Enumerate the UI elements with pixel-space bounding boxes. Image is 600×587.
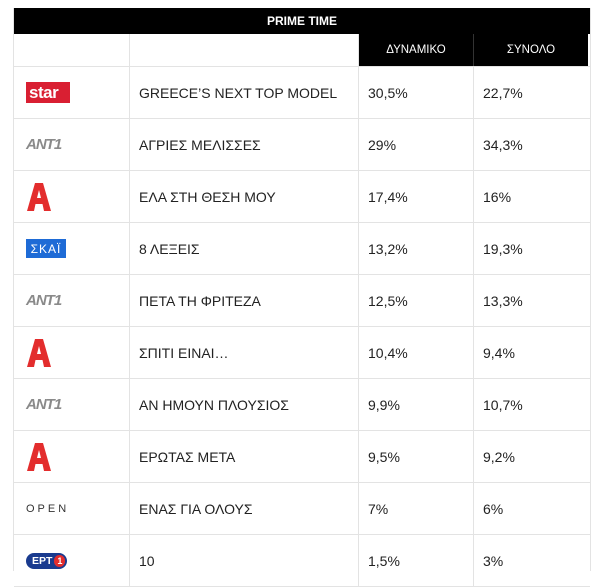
header-show-cell	[130, 34, 359, 66]
show-title: ΕΡΩΤΑΣ ΜΕΤΑ	[130, 431, 359, 482]
table-row: OPEN ΕΝΑΣ ΓΙΑ ΟΛΟΥΣ 7% 6%	[14, 483, 590, 535]
synolo-value: 34,3%	[483, 136, 523, 153]
open-channel-logo: OPEN	[26, 502, 70, 515]
table-row: ΕΡΤ 1 10 1,5% 3%	[14, 535, 590, 587]
show-title: ΑΝ ΗΜΟΥΝ ΠΛΟΥΣΙΟΣ	[130, 379, 359, 430]
dynamiko-value: 10,4%	[359, 327, 474, 378]
header-synolo: ΣΥΝΟΛΟ	[474, 34, 588, 66]
alpha-channel-logo	[27, 338, 51, 367]
alpha-channel-logo	[27, 182, 51, 211]
dynamiko-value: 29%	[359, 119, 474, 170]
table-row: star GREECE’S NEXT TOP MODEL 30,5% 22,7%	[14, 67, 590, 119]
channel-cell: ANT1	[14, 275, 130, 326]
channel-cell	[14, 431, 130, 482]
dynamiko-value: 9,5%	[359, 431, 474, 482]
dynamiko-value: 12,5%	[359, 275, 474, 326]
header-dynamiko: ΔΥΝΑΜΙΚΟ	[359, 34, 474, 66]
show-title: 10	[130, 535, 359, 586]
synolo-value: 22,7%	[483, 84, 523, 101]
show-title: ΑΓΡΙΕΣ ΜΕΛΙΣΣΕΣ	[130, 119, 359, 170]
channel-cell: ΕΡΤ 1	[14, 535, 130, 586]
table-row: ANT1 ΑΓΡΙΕΣ ΜΕΛΙΣΣΕΣ 29% 34,3%	[14, 119, 590, 171]
synolo-value: 3%	[483, 552, 504, 569]
table-row: ANT1 ΠΕΤΑ ΤΗ ΦΡΙΤΕΖΑ 12,5% 13,3%	[14, 275, 590, 327]
table-row: ΕΡΩΤΑΣ ΜΕΤΑ 9,5% 9,2%	[14, 431, 590, 483]
dynamiko-value: 13,2%	[359, 223, 474, 274]
show-title: ΣΠΙΤΙ ΕΙΝΑΙ…	[130, 327, 359, 378]
table-title: PRIME TIME	[14, 8, 590, 34]
synolo-value: 10,7%	[483, 396, 523, 413]
synolo-value: 16%	[483, 188, 512, 205]
synolo-value: 13,3%	[483, 292, 523, 309]
channel-cell: ANT1	[14, 119, 130, 170]
channel-cell: OPEN	[14, 483, 130, 534]
table-body: star GREECE’S NEXT TOP MODEL 30,5% 22,7% ANT…	[14, 67, 590, 587]
show-title: ΠΕΤΑ ΤΗ ΦΡΙΤΕΖΑ	[130, 275, 359, 326]
show-title: ΕΛΑ ΣΤΗ ΘΕΣΗ ΜΟΥ	[130, 171, 359, 222]
dynamiko-value: 1,5%	[359, 535, 474, 586]
dynamiko-value: 7%	[359, 483, 474, 534]
show-title: GREECE’S NEXT TOP MODEL	[130, 67, 359, 118]
channel-cell: ANT1	[14, 379, 130, 430]
skai-channel-logo: ΣΚΑΪ	[26, 239, 66, 258]
synolo-value: 19,3%	[483, 240, 523, 257]
table-row: ΣΠΙΤΙ ΕΙΝΑΙ… 10,4% 9,4%	[14, 327, 590, 379]
star-channel-logo: star	[26, 82, 70, 103]
table-row: ANT1 ΑΝ ΗΜΟΥΝ ΠΛΟΥΣΙΟΣ 9,9% 10,7%	[14, 379, 590, 431]
alpha-channel-logo	[27, 442, 51, 471]
channel-cell: star	[14, 67, 130, 118]
ert1-channel-logo: ΕΡΤ 1	[26, 552, 68, 569]
synolo-value: 9,2%	[483, 448, 515, 465]
dynamiko-value: 30,5%	[359, 67, 474, 118]
channel-cell	[14, 171, 130, 222]
table-row: ΣΚΑΪ 8 ΛΕΞΕΙΣ 13,2% 19,3%	[14, 223, 590, 275]
dynamiko-value: 17,4%	[359, 171, 474, 222]
table-row: ΕΛΑ ΣΤΗ ΘΕΣΗ ΜΟΥ 17,4% 16%	[14, 171, 590, 223]
header-channel-cell	[14, 34, 130, 66]
synolo-value: 6%	[483, 500, 504, 517]
table-header-row: ΔΥΝΑΜΙΚΟ ΣΥΝΟΛΟ	[14, 34, 590, 67]
channel-cell	[14, 327, 130, 378]
show-title: 8 ΛΕΞΕΙΣ	[130, 223, 359, 274]
dynamiko-value: 9,9%	[359, 379, 474, 430]
ratings-table: PRIME TIME ΔΥΝΑΜΙΚΟ ΣΥΝΟΛΟ star GREECE’S …	[13, 8, 591, 587]
channel-cell: ΣΚΑΪ	[14, 223, 130, 274]
synolo-value: 9,4%	[483, 344, 515, 361]
ant1-channel-logo: ANT1	[26, 136, 62, 153]
ant1-channel-logo: ANT1	[26, 292, 62, 309]
show-title: ΕΝΑΣ ΓΙΑ ΟΛΟΥΣ	[130, 483, 359, 534]
ant1-channel-logo: ANT1	[26, 396, 62, 413]
